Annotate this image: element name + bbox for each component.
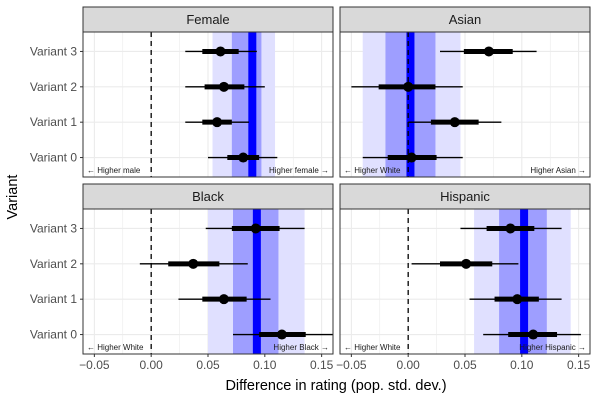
estimate-point (218, 81, 229, 92)
x-tick-label: 0.05 (196, 358, 220, 372)
y-tick-label: Variant 3 (30, 221, 77, 235)
panel-black: Black ← Higher White Higher Black → Variant… (30, 183, 334, 372)
panel-border (82, 31, 334, 178)
estimate-point (250, 223, 261, 234)
note-right: Higher Hispanic → (519, 343, 586, 352)
estimate-point (449, 117, 460, 128)
panel-female: Female ← Higher male Higher female → Varian… (30, 6, 334, 178)
y-tick-label: Variant 1 (30, 115, 77, 129)
x-tick-label: 0.15 (310, 358, 334, 372)
axes-layer: Difference in rating (pop. std. dev.) Va… (5, 175, 447, 394)
estimate-point (406, 152, 417, 163)
panel-strip (82, 183, 334, 210)
estimate-point (212, 117, 223, 128)
note-right: Higher female → (269, 166, 329, 175)
x-tick-label: 0.15 (567, 358, 591, 372)
x-tick-label: 0.00 (140, 358, 164, 372)
x-tick-label: 0.10 (253, 358, 277, 372)
x-tick-label: 0.05 (453, 358, 477, 372)
note-left: ← Higher White (87, 343, 144, 352)
estimate-point (188, 258, 199, 269)
note-right: Higher Black → (273, 343, 329, 352)
y-tick-label: Variant 3 (30, 44, 77, 58)
x-tick-label: −0.05 (79, 358, 110, 372)
panel-hispanic: Hispanic ← Higher White Higher Hispanic → −… (336, 183, 591, 372)
estimate-point (505, 223, 516, 234)
y-tick-label: Variant 2 (30, 257, 77, 271)
panels-layer: Female ← Higher male Higher female → Varian… (30, 6, 591, 372)
band-inner (231, 32, 262, 177)
panel-title: Female (186, 12, 229, 27)
estimate-point (403, 81, 414, 92)
estimate-point (512, 294, 523, 305)
y-tick-label: Variant 0 (30, 151, 77, 165)
panel-title: Hispanic (440, 189, 490, 204)
x-tick-label: 0.00 (397, 358, 421, 372)
panel-title: Black (192, 189, 224, 204)
y-axis-title: Variant (5, 175, 21, 220)
panel-border (339, 31, 591, 178)
panel-title: Asian (449, 12, 482, 27)
panel-strip (82, 6, 334, 33)
estimate-point (483, 46, 494, 57)
panel-asian: Asian ← Higher White Higher Asian → (339, 6, 591, 178)
x-tick-label: −0.05 (336, 358, 367, 372)
note-right: Higher Asian → (530, 166, 586, 175)
estimate-point (461, 258, 472, 269)
x-axis-title: Difference in rating (pop. std. dev.) (225, 378, 446, 394)
estimate-point (528, 329, 539, 340)
x-tick-label: 0.10 (510, 358, 534, 372)
estimate-point (215, 46, 226, 57)
note-left: ← Higher male (87, 166, 141, 175)
estimate-point (276, 329, 287, 340)
note-left: ← Higher White (344, 166, 401, 175)
note-left: ← Higher White (344, 343, 401, 352)
y-tick-label: Variant 0 (30, 328, 77, 342)
y-tick-label: Variant 2 (30, 80, 77, 94)
y-tick-label: Variant 1 (30, 292, 77, 306)
estimate-point (218, 294, 229, 305)
panel-strip (339, 6, 591, 33)
estimate-point (238, 152, 249, 163)
